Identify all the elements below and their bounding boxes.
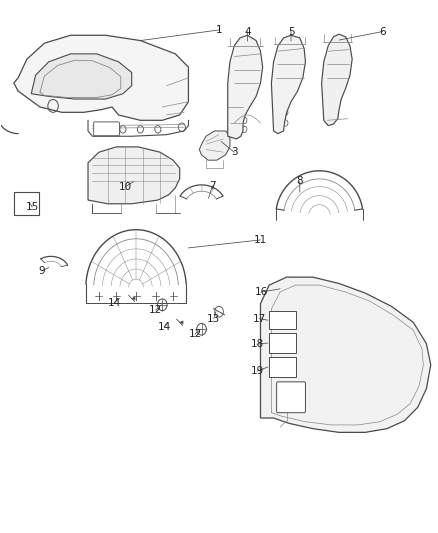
Circle shape — [288, 287, 291, 291]
Polygon shape — [272, 35, 305, 134]
Text: 14: 14 — [108, 297, 121, 308]
Text: 12: 12 — [188, 329, 201, 339]
Text: 8: 8 — [297, 176, 303, 187]
Text: 11: 11 — [254, 235, 267, 245]
Text: 12: 12 — [149, 305, 162, 315]
FancyBboxPatch shape — [269, 334, 296, 353]
Text: 16: 16 — [255, 287, 268, 297]
Text: 3: 3 — [231, 147, 237, 157]
Text: 9: 9 — [39, 266, 46, 276]
Text: 13: 13 — [207, 313, 220, 324]
Text: 10: 10 — [119, 182, 132, 192]
Text: 4: 4 — [244, 27, 251, 37]
FancyBboxPatch shape — [14, 192, 39, 215]
Text: 1: 1 — [215, 25, 223, 35]
Text: 7: 7 — [209, 181, 216, 191]
Text: 5: 5 — [288, 27, 294, 37]
Text: 17: 17 — [253, 313, 266, 324]
Polygon shape — [199, 131, 230, 160]
Polygon shape — [31, 54, 132, 99]
Polygon shape — [228, 35, 263, 139]
FancyBboxPatch shape — [269, 357, 296, 377]
Text: 19: 19 — [251, 366, 264, 376]
Text: 18: 18 — [251, 339, 264, 349]
Polygon shape — [14, 35, 188, 120]
Text: 15: 15 — [25, 202, 39, 212]
Polygon shape — [88, 147, 180, 204]
FancyBboxPatch shape — [94, 122, 120, 136]
FancyBboxPatch shape — [277, 382, 305, 413]
Text: 6: 6 — [379, 27, 386, 37]
Polygon shape — [261, 277, 431, 432]
Polygon shape — [321, 34, 352, 126]
Text: 14: 14 — [158, 321, 171, 332]
FancyBboxPatch shape — [269, 311, 296, 329]
